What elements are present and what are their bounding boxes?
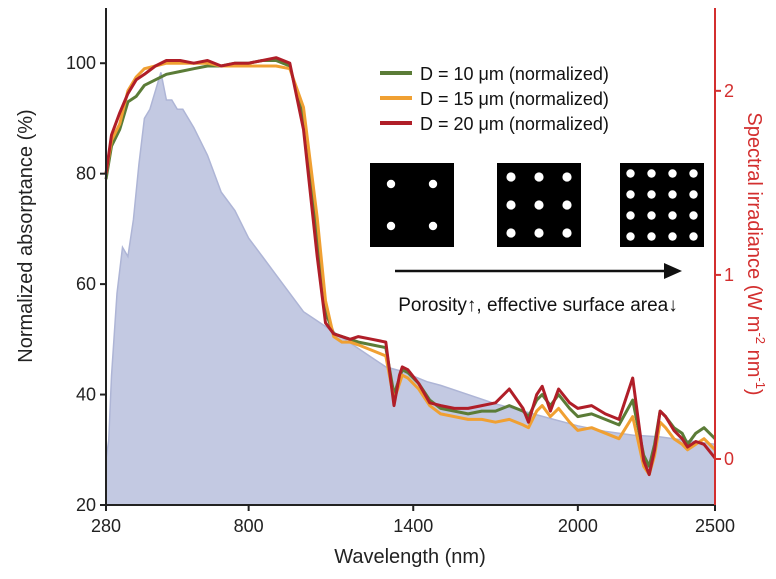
series-line-d20 <box>104 56 717 477</box>
plot-area <box>104 56 717 506</box>
pore-dot <box>534 172 544 182</box>
inset-medium <box>497 163 581 247</box>
porosity-insets <box>370 163 704 247</box>
pore-dot <box>386 179 396 189</box>
x-axis-label: Wavelength (nm) <box>334 546 486 568</box>
pore-dot <box>562 172 572 182</box>
pore-dot <box>626 190 635 199</box>
y2-axis-label: Spectral irradiance (W m-2 nm-1) <box>743 112 768 395</box>
y2-label-part-2: nm <box>743 344 765 377</box>
pore-dot <box>647 190 656 199</box>
pore-dot <box>626 211 635 220</box>
inset-dense <box>620 163 704 247</box>
pore-dot <box>647 211 656 220</box>
inset-square <box>370 163 454 247</box>
annotation-text: Porosity↑, effective surface area↓ <box>398 295 678 316</box>
y2-tick-label: 2 <box>724 81 734 101</box>
pore-dot <box>689 190 698 199</box>
axes: 280 800 1400 2000 2500 20 40 60 80 100 0 1 2 <box>66 8 735 536</box>
pore-dot <box>562 200 572 210</box>
pore-dot <box>668 169 677 178</box>
y2-label-part-1: Spectral irradiance (W m <box>743 112 765 332</box>
pore-dot <box>562 228 572 238</box>
pore-dot <box>386 221 396 231</box>
legend-label: D = 10 μm (normalized) <box>420 64 609 84</box>
y2-label-part-3: ) <box>743 389 765 396</box>
pore-dot <box>647 232 656 241</box>
legend: D = 10 μm (normalized) D = 15 μm (normali… <box>380 64 609 134</box>
legend-label: D = 20 μm (normalized) <box>420 114 609 134</box>
y-ticks: 20 40 60 80 100 <box>66 53 106 515</box>
pore-dot <box>428 221 438 231</box>
inset-sparse <box>370 163 454 247</box>
y2-ticks: 0 1 2 <box>715 81 734 469</box>
y2-label-exponent-2: -1 <box>753 377 768 389</box>
y-tick-label: 80 <box>76 164 96 184</box>
pore-dot <box>506 200 516 210</box>
y-axis-label: Normalized absorptance (%) <box>15 109 37 362</box>
irradiance-area <box>106 72 715 506</box>
pore-dot <box>506 172 516 182</box>
pore-dot <box>506 228 516 238</box>
series-line-d15 <box>104 61 717 477</box>
y-tick-label: 100 <box>66 53 96 73</box>
y-tick-label: 20 <box>76 495 96 515</box>
x-tick-label: 800 <box>234 516 264 536</box>
pore-dot <box>647 169 656 178</box>
pore-dot <box>689 211 698 220</box>
pore-dot <box>668 232 677 241</box>
y2-tick-label: 0 <box>724 449 734 469</box>
pore-dot <box>428 179 438 189</box>
legend-label: D = 15 μm (normalized) <box>420 89 609 109</box>
x-tick-label: 1400 <box>393 516 433 536</box>
pore-dot <box>626 232 635 241</box>
y2-tick-label: 1 <box>724 265 734 285</box>
x-ticks: 280 800 1400 2000 2500 <box>91 505 735 536</box>
x-tick-label: 280 <box>91 516 121 536</box>
pore-dot <box>689 232 698 241</box>
pore-dot <box>534 200 544 210</box>
pore-dot <box>689 169 698 178</box>
annotation-arrow-head <box>664 263 682 279</box>
x-tick-label: 2500 <box>695 516 735 536</box>
inset-square <box>620 163 704 247</box>
pore-dot <box>668 211 677 220</box>
pore-dot <box>668 190 677 199</box>
y-tick-label: 40 <box>76 385 96 405</box>
porosity-annotation: Porosity↑, effective surface area↓ <box>395 263 682 316</box>
x-tick-label: 2000 <box>558 516 598 536</box>
y-tick-label: 60 <box>76 274 96 294</box>
pore-dot <box>534 228 544 238</box>
y2-label-exponent-1: -2 <box>753 332 768 344</box>
pore-dot <box>626 169 635 178</box>
